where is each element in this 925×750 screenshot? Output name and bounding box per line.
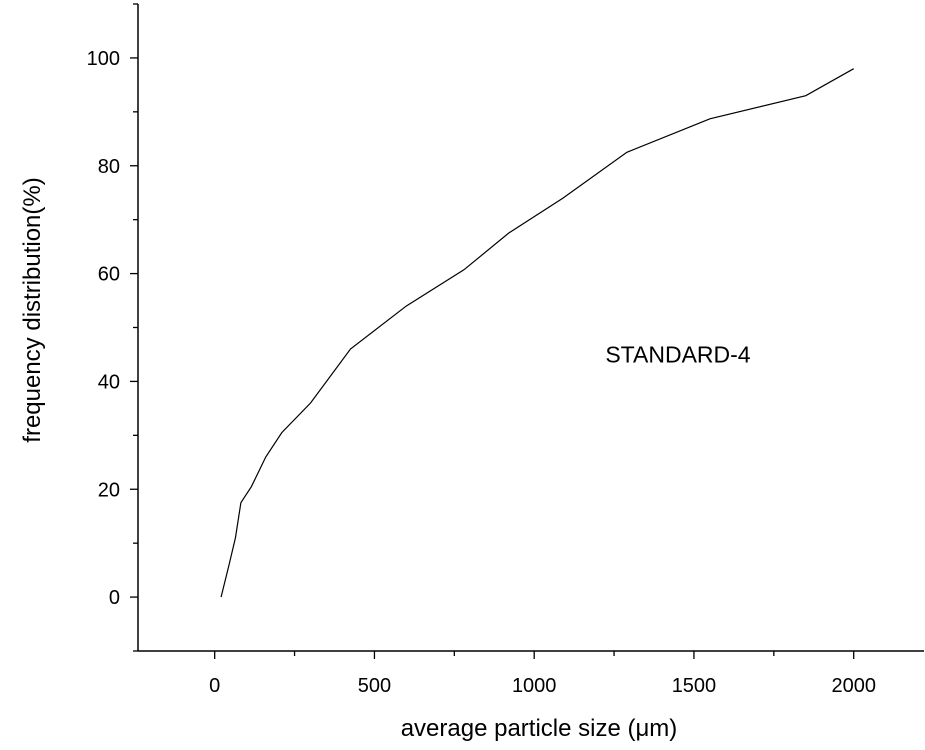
series-layer <box>220 68 855 598</box>
y-axis: 0 20 40 60 80 100 <box>87 3 138 652</box>
y-tick-label: 80 <box>98 156 120 178</box>
y-axis-title: frequency distribution(%) <box>19 177 46 442</box>
x-tick-label: 1000 <box>512 675 557 697</box>
x-tick-label: 2000 <box>831 675 876 697</box>
x-tick-label: 500 <box>358 675 391 697</box>
plot-frame <box>137 4 924 652</box>
y-tick-label: 60 <box>98 264 120 286</box>
x-tick-label: 0 <box>209 675 220 697</box>
y-tick-label: 20 <box>98 479 120 501</box>
y-tick-label: 100 <box>87 48 120 70</box>
x-axis: 0 500 1000 1500 2000 <box>209 651 876 697</box>
y-tick-label: 0 <box>109 587 120 609</box>
x-tick-label: 1500 <box>672 675 717 697</box>
series-line <box>220 68 855 598</box>
y-tick-label: 40 <box>98 371 120 393</box>
x-axis-title: average particle size (μm) <box>401 715 678 742</box>
series-annotation: STANDARD-4 <box>605 342 750 368</box>
